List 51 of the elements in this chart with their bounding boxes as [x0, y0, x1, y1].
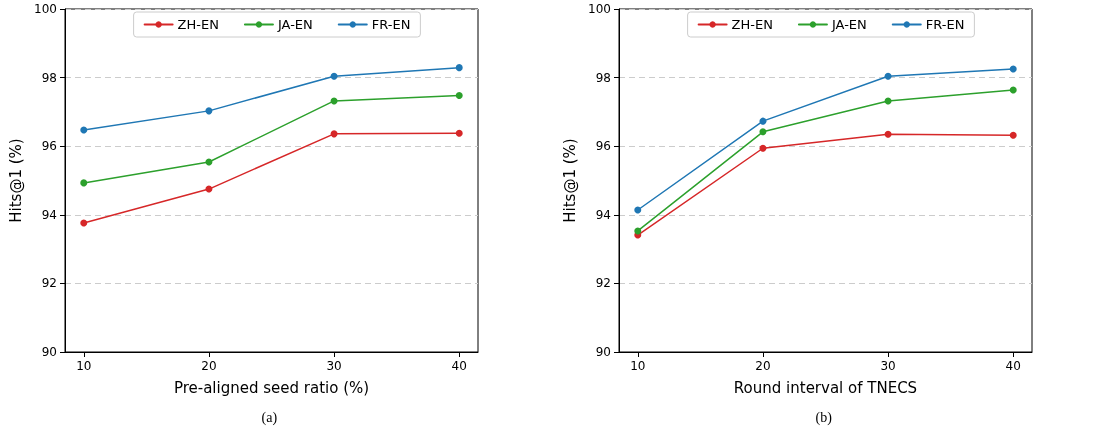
legend-label: ZH-EN: [731, 17, 773, 32]
x-tick-label: 40: [451, 359, 467, 373]
point: [455, 64, 463, 72]
x-tick-label: 10: [76, 359, 92, 373]
x-tick-label: 10: [630, 359, 646, 373]
point: [634, 227, 642, 235]
point: [455, 91, 463, 99]
point: [1009, 131, 1017, 139]
point: [759, 117, 767, 125]
y-axis-title: Hits@1 (%): [6, 138, 25, 223]
y-tick-label: 94: [595, 207, 611, 222]
y-tick-label: 92: [595, 276, 611, 291]
point: [1009, 86, 1017, 94]
y-axis-title: Hits@1 (%): [560, 138, 579, 223]
legend-label: JA-EN: [276, 17, 313, 32]
point: [455, 129, 463, 137]
point: [80, 126, 88, 134]
point: [759, 128, 767, 136]
y-tick-label: 100: [588, 2, 611, 16]
y-tick-label: 98: [41, 70, 57, 85]
point: [330, 72, 338, 80]
x-tick-label: 20: [755, 359, 771, 373]
legend-label: FR-EN: [925, 17, 965, 32]
legend-label: ZH-EN: [177, 17, 219, 32]
x-tick-label: 30: [326, 359, 342, 373]
y-tick-label: 90: [41, 345, 57, 359]
point: [205, 107, 213, 115]
y-tick-label: 96: [595, 139, 611, 154]
y-tick-label: 100: [34, 2, 57, 16]
point: [330, 130, 338, 138]
x-tick-label: 30: [880, 359, 896, 373]
point: [80, 179, 88, 187]
legend-label: JA-EN: [830, 17, 867, 32]
text: (a): [261, 409, 278, 426]
legend-label: FR-EN: [371, 17, 411, 32]
x-axis-title: Round interval of TNECS: [733, 378, 918, 397]
x-tick-label: 40: [1005, 359, 1021, 373]
point: [1009, 65, 1017, 73]
point: [634, 206, 642, 214]
x-tick-label: 20: [201, 359, 217, 373]
point: [759, 144, 767, 152]
y-tick-label: 98: [595, 70, 611, 85]
point: [80, 219, 88, 227]
text: (b): [815, 409, 833, 426]
point: [884, 72, 892, 80]
y-tick-label: 90: [595, 345, 611, 359]
x-axis-title: Pre-aligned seed ratio (%): [173, 378, 370, 397]
y-tick-label: 96: [41, 139, 57, 154]
y-tick-label: 94: [41, 207, 57, 222]
y-tick-label: 92: [41, 276, 57, 291]
point: [884, 130, 892, 138]
